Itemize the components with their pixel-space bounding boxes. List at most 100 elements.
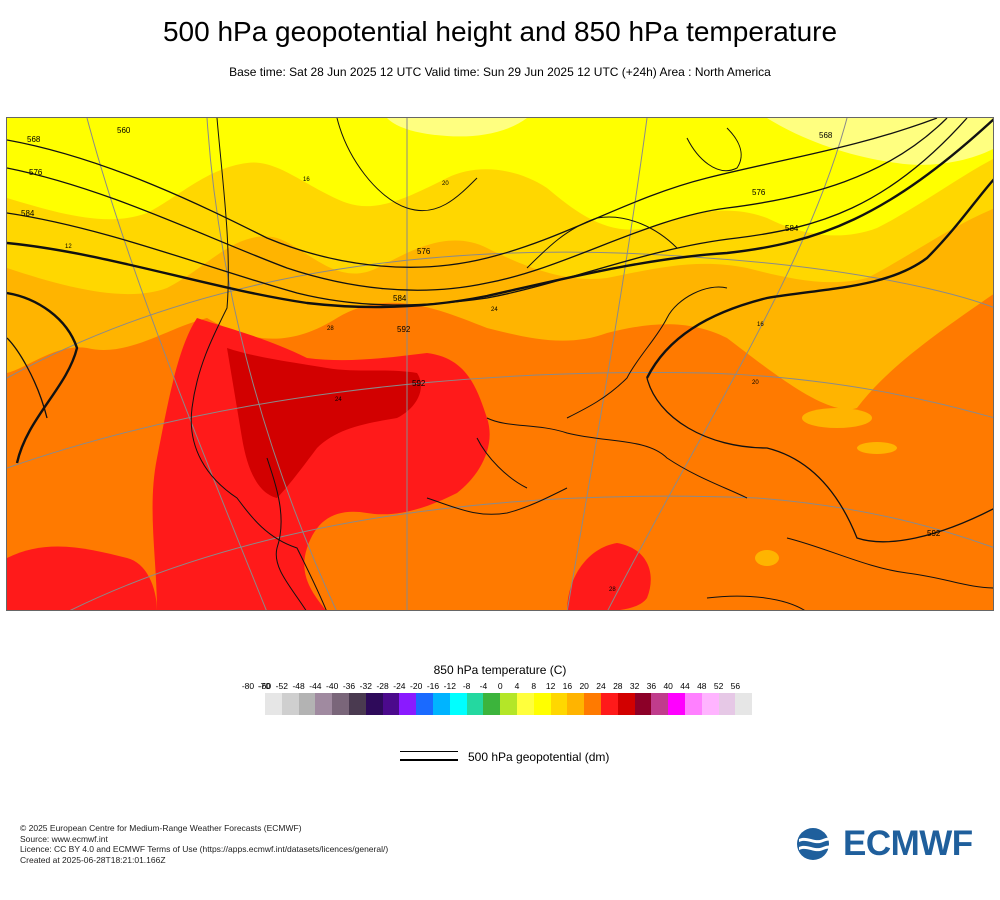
legend-tick-label: 56	[730, 681, 741, 691]
geopotential-line-sample	[400, 751, 458, 763]
color-swatch	[399, 693, 417, 715]
color-swatch	[348, 693, 366, 715]
legend-tick-label: 24	[596, 681, 606, 691]
color-swatch	[684, 693, 702, 715]
temperature-legend-ticks: -80 -70 -60 -52 -48 -44 -40 -36 -32 -28 -24 -20 -16-…	[241, 681, 761, 693]
legend-tick-label: -80	[241, 681, 255, 691]
legend-tick-label: 52	[713, 681, 724, 691]
color-swatch	[483, 693, 501, 715]
temp-label: 28	[327, 326, 334, 332]
temp-label: 20	[752, 380, 759, 386]
color-swatch	[718, 693, 736, 715]
color-swatch	[332, 693, 349, 715]
contour-label: 560	[117, 126, 131, 135]
color-swatch	[416, 693, 433, 715]
color-swatch	[466, 693, 484, 715]
coastlines	[190, 118, 993, 610]
legend-tick-label: -70	[257, 681, 271, 691]
color-swatch	[298, 693, 316, 715]
color-swatch	[315, 693, 333, 715]
temp-label: 16	[757, 322, 764, 328]
contour-label: 592	[412, 379, 426, 388]
ecmwf-logo: ECMWF	[795, 824, 985, 864]
contour-label: 592	[397, 325, 411, 334]
legend-tick-label: 40	[663, 681, 673, 691]
legend-tick-label: 12	[545, 681, 556, 691]
forecast-map: 560 568 576 584 592 568 576 584 592 576 …	[6, 117, 994, 611]
color-swatch	[600, 693, 618, 715]
legend-tick-label: 48	[697, 681, 707, 691]
color-swatch	[735, 693, 753, 715]
contour-label: 592	[927, 529, 941, 538]
color-swatch	[550, 693, 568, 715]
temp-label: 20	[442, 181, 449, 187]
ecmwf-logo-icon	[797, 828, 841, 860]
source-text: Source: www.ecmwf.int	[20, 833, 108, 844]
legend-tick-label: -4	[479, 681, 488, 691]
color-swatch	[701, 693, 719, 715]
legend-tick-label: -28	[376, 681, 389, 691]
contour-label: 568	[27, 135, 41, 144]
color-swatch	[668, 693, 685, 715]
color-swatch	[500, 693, 517, 715]
color-swatch	[533, 693, 551, 715]
contour-label: 576	[29, 168, 43, 177]
temp-label: 24	[335, 397, 342, 403]
contour-label: 584	[785, 224, 799, 233]
map-subtitle: Base time: Sat 28 Jun 2025 12 UTC Valid …	[229, 65, 771, 79]
color-swatch	[567, 693, 585, 715]
contour-labels: 560 568 576 584 592 568 576 584 592 576 …	[21, 126, 941, 538]
created-text: Created at 2025-06-28T18:21:01.166Z	[20, 854, 166, 865]
temp-field-24	[227, 348, 421, 498]
temp-field-4	[767, 118, 993, 165]
legend-tick-label: -60	[258, 681, 272, 691]
legend-tick-label: -16	[426, 681, 440, 691]
legend-tick-label: 44	[680, 681, 690, 691]
color-swatch	[432, 693, 450, 715]
color-swatch	[516, 693, 534, 715]
legend-tick-label: 4	[514, 681, 520, 691]
legend-tick-label: -12	[443, 681, 456, 691]
legend-tick-label: 16	[562, 681, 573, 691]
color-swatch	[382, 693, 400, 715]
graticule	[7, 118, 993, 610]
legend-tick-label: -52	[275, 681, 288, 691]
temp-label: 24	[491, 307, 498, 313]
ecmwf-logo-text: ECMWF	[843, 824, 973, 863]
temp-label: 12	[65, 244, 72, 250]
contour-label: 584	[393, 294, 407, 303]
legend-tick-label: 0	[497, 681, 503, 691]
legend-tick-label: 28	[613, 681, 623, 691]
licence-text: Licence: CC BY 4.0 and ECMWF Terms of Us…	[20, 844, 389, 854]
contour-label: 576	[417, 247, 431, 256]
legend-tick-label: -48	[292, 681, 305, 691]
copyright-text: © 2025 European Centre for Medium-Range …	[20, 823, 302, 833]
legend-tick-label: -36	[342, 681, 356, 691]
legend-tick-label: 32	[629, 681, 640, 691]
contour-label: 568	[819, 131, 833, 140]
legend-tick-label: -8	[462, 681, 471, 691]
geopotential-legend-label: 500 hPa geopotential (dm)	[468, 750, 610, 764]
legend-tick-label: -24	[393, 681, 406, 691]
geopotential-contours	[7, 118, 993, 543]
temp-label: 16	[303, 177, 310, 183]
footer-credits: © 2025 European Centre for Medium-Range …	[20, 823, 388, 865]
color-swatch	[281, 693, 299, 715]
color-swatch	[365, 693, 383, 715]
contour-label: 584	[21, 209, 35, 218]
temperature-color-scale	[265, 693, 753, 715]
color-swatch	[449, 693, 467, 715]
color-swatch	[651, 693, 669, 715]
legend-tick-label: 20	[579, 681, 589, 691]
legend-tick-label: -32	[359, 681, 372, 691]
map-title: 500 hPa geopotential height and 850 hPa …	[162, 16, 838, 47]
color-swatch	[617, 693, 635, 715]
color-swatch	[634, 693, 652, 715]
color-swatch	[265, 693, 282, 715]
temperature-legend-title: 850 hPa temperature (C)	[433, 663, 567, 677]
contour-label: 576	[752, 188, 766, 197]
legend-tick-label: -40	[326, 681, 339, 691]
temperature-labels: 12 16 20 24 28 16 20 24 28	[65, 177, 764, 593]
legend-tick-label: -44	[309, 681, 322, 691]
color-swatch	[584, 693, 601, 715]
